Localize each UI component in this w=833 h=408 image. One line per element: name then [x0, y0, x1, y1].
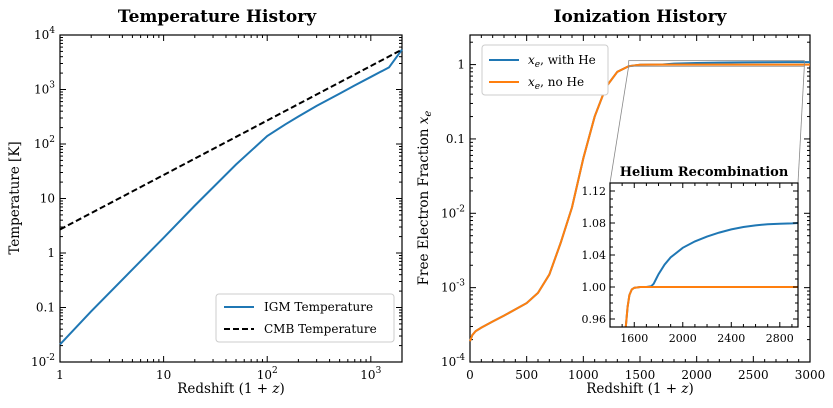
series-line-igm	[59, 48, 403, 346]
inset-line-no-he	[624, 286, 798, 327]
inset-y-tick-label: 1.04	[582, 249, 607, 262]
x-tick-label: 2500	[738, 368, 769, 382]
x-tick-label: 3000	[795, 368, 826, 382]
inset-connectors	[609, 60, 805, 184]
legend-box	[215, 293, 395, 343]
y-tick-label: 102	[34, 135, 55, 151]
series-group	[59, 48, 403, 346]
y-tick-label: 104	[34, 26, 55, 42]
inset-y-tick-label: 1.08	[582, 217, 607, 230]
x-tick-label: 500	[515, 368, 538, 382]
tick-group: 0 500 1000 1500 2000 2500 3000 10-4 10-3 10-2 0.1 1	[441, 35, 825, 382]
legend-label: xe, with He	[528, 53, 596, 70]
legend: IGM Temperature CMB Temperature	[215, 293, 395, 343]
inset-x-tick-label: 2000	[669, 332, 697, 345]
y-tick-label: 103	[34, 81, 55, 97]
x-tick-label: 1000	[568, 368, 599, 382]
legend-label: xe, no He	[528, 75, 584, 92]
inset-y-tick-label: 1.00	[582, 281, 607, 294]
ionization-history-chart: Ionization History 0 500 1000 1500 2000 2500 3…	[416, 7, 825, 397]
inset-y-tick-label: 1.12	[582, 185, 607, 198]
series-line-cmb	[59, 48, 403, 231]
series-group	[469, 61, 811, 342]
x-axis-label: Redshift (1 + z)	[177, 381, 285, 397]
legend: xe, with He xe, no He	[481, 44, 609, 96]
zoom-connector	[609, 66, 630, 184]
x-tick-label: 1	[56, 368, 64, 382]
x-tick-label: 0	[466, 368, 474, 382]
y-tick-label: 0.1	[36, 301, 55, 315]
inset-chart: Helium Recombination 1600 2000 2400 2800 0.9…	[582, 165, 799, 345]
y-tick-label: 10-2	[31, 353, 55, 369]
legend-label: CMB Temperature	[264, 322, 377, 336]
inset-x-tick-label: 2800	[766, 332, 794, 345]
y-axis-label: Free Electron Fraction xe	[416, 111, 434, 286]
y-tick-label: 1	[457, 58, 465, 72]
inset-title: Helium Recombination	[620, 165, 789, 180]
series-line-no-he	[469, 63, 810, 342]
inset-y-tick-label: 0.96	[582, 313, 607, 326]
inset-background	[610, 183, 798, 327]
zoom-region	[628, 60, 805, 67]
inset-x-tick-label: 1600	[620, 332, 648, 345]
x-tick-label: 10	[156, 368, 171, 382]
temperature-history-chart: Temperature History 1 10 102 103 10-2 0.1 1 10 1…	[7, 7, 403, 397]
zoom-connector	[797, 66, 805, 184]
y-tick-label: 10-3	[441, 279, 465, 295]
chart-title: Ionization History	[554, 7, 728, 27]
inset-series-group	[624, 222, 798, 327]
y-tick-label: 10	[40, 192, 55, 206]
y-tick-label: 1	[47, 246, 55, 260]
x-tick-label: 103	[360, 366, 381, 382]
y-axis-label: Temperature [K]	[7, 141, 23, 254]
chart-title: Temperature History	[118, 7, 317, 27]
inset-x-tick-label: 2400	[717, 332, 745, 345]
y-tick-label: 10-2	[441, 204, 465, 220]
x-tick-label: 2000	[681, 368, 712, 382]
x-axis-label: Redshift (1 + z)	[586, 381, 694, 397]
legend-label: IGM Temperature	[264, 300, 373, 314]
y-tick-label: 0.1	[446, 132, 465, 146]
y-tick-label: 10-4	[441, 353, 465, 369]
x-tick-label: 102	[257, 366, 278, 382]
inset-tick-group: 1600 2000 2400 2800 0.96 1.00 1.04 1.08 1.12	[582, 183, 798, 345]
x-tick-label: 1500	[625, 368, 656, 382]
